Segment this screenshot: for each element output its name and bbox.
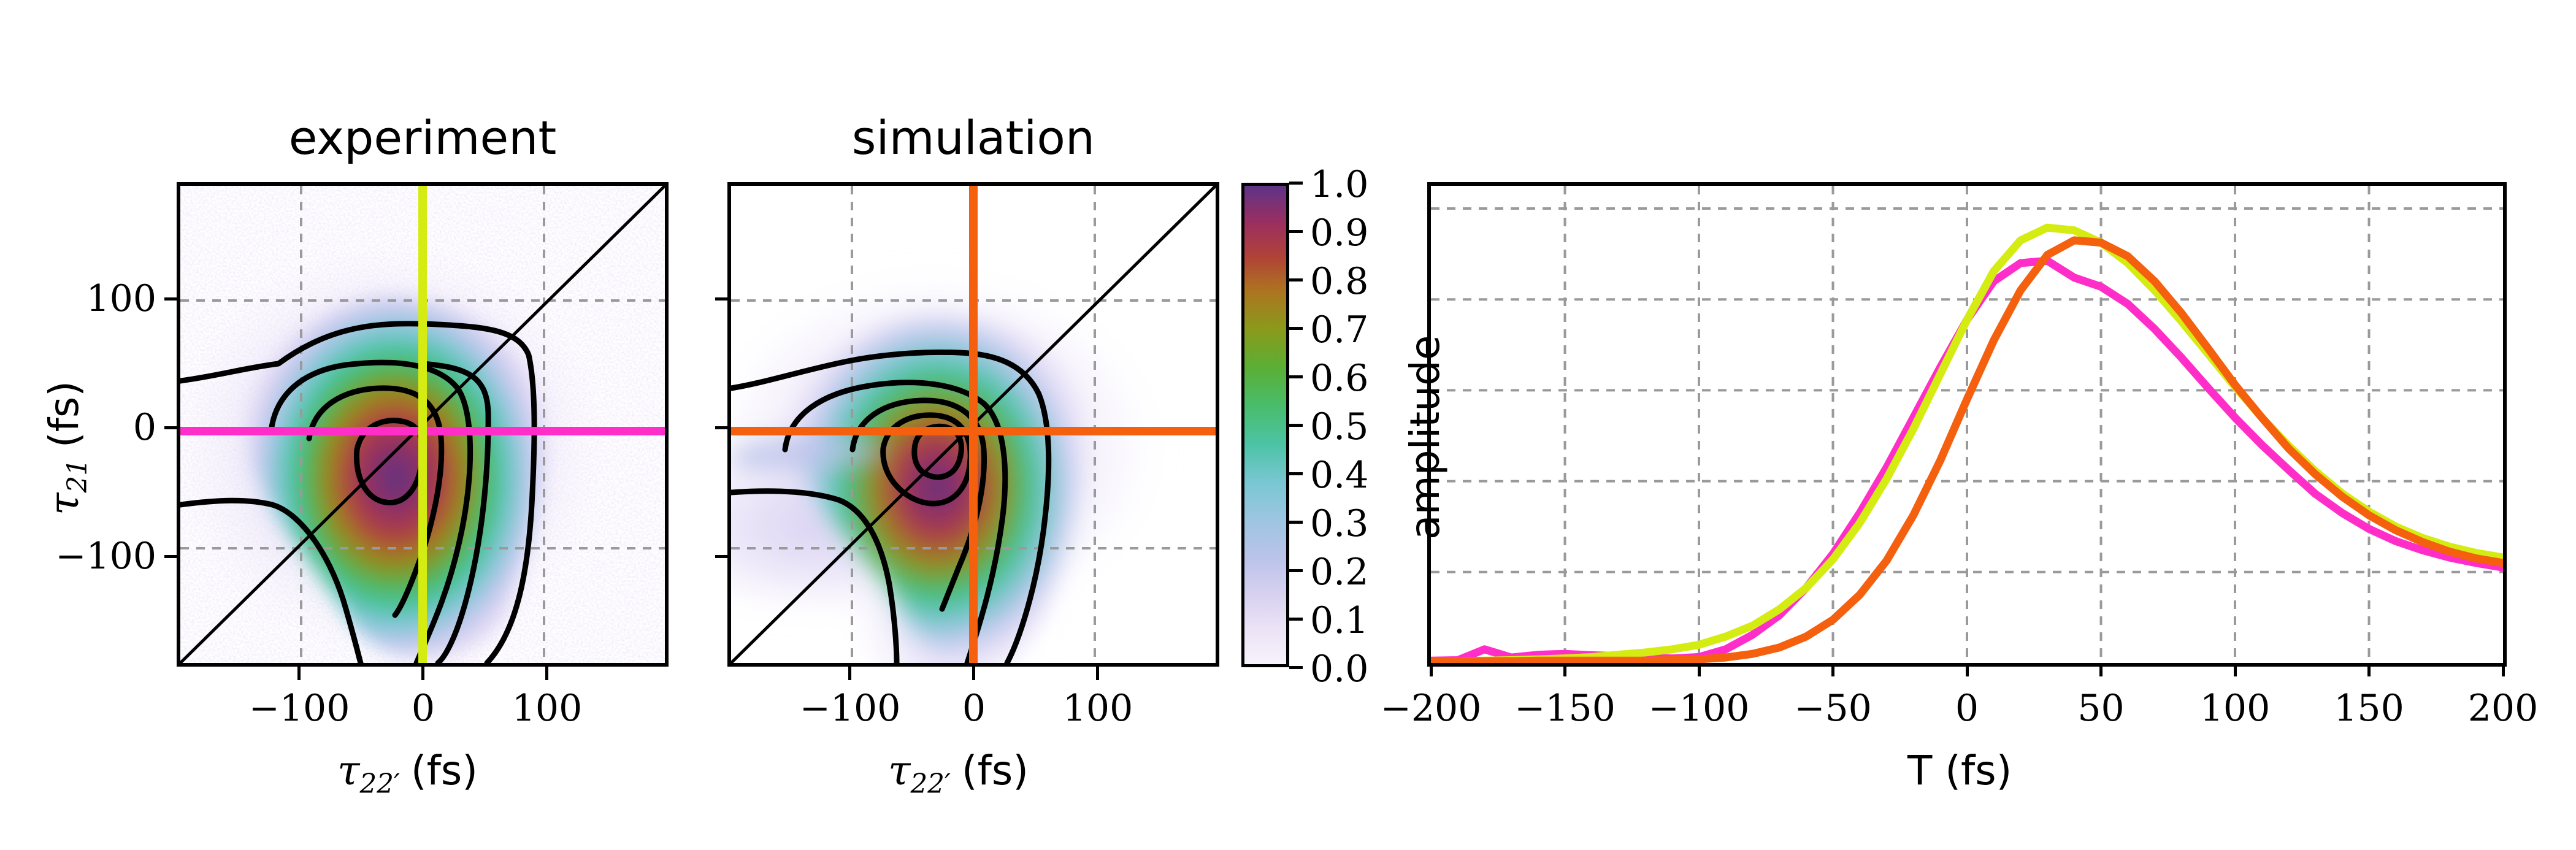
simulation-ytick-mark-100 <box>715 297 729 301</box>
experiment-xaxis-tau: τ <box>337 747 360 794</box>
colorbar-tick-label-0p7: 0.7 <box>1310 308 1369 351</box>
lineplot-xaxis-label: T (fs) <box>1907 747 2012 794</box>
colorbar-tick-label-0p8: 0.8 <box>1310 260 1369 303</box>
lineplot-xtick-label--150: −150 <box>1514 687 1616 730</box>
experiment-xtick-label-m100: −100 <box>248 687 350 730</box>
experiment-ytick-mark-0 <box>164 426 178 429</box>
lineplot-series-orange <box>1431 236 2503 663</box>
lineplot-xtick-label-0: 0 <box>1955 687 1979 730</box>
experiment-yaxis-subscript: 21 <box>63 459 94 493</box>
experiment-ytick-mark-100 <box>164 297 178 301</box>
colorbar-tick-mark-0p9 <box>1289 229 1303 233</box>
amplitude-vs-T-plot-panel <box>1427 182 2507 667</box>
lineplot-xtick-mark-0 <box>1965 663 1969 676</box>
colorbar-tick-mark-0p2 <box>1289 569 1303 572</box>
lineplot-xtick-mark-100 <box>2233 663 2237 676</box>
colorbar-tick-label-0p4: 0.4 <box>1310 454 1369 497</box>
simulation-ytick-mark-0 <box>715 426 729 429</box>
simulation-xtick-mark-0 <box>972 667 975 680</box>
lineplot-xtick-mark--200 <box>1429 663 1433 676</box>
lineplot-xtick-label-100: 100 <box>2199 687 2271 730</box>
simulation-signal-blob <box>731 317 1078 657</box>
lineplot-xtick-label-200: 200 <box>2467 687 2539 730</box>
lineplot-gridlines <box>1431 186 2503 663</box>
lineplot-series-group <box>1431 223 2503 663</box>
simulation-xtick-label-100: 100 <box>1062 687 1133 730</box>
experiment-xtick-label-0: 0 <box>411 687 435 730</box>
lineplot-xtick-label--50: −50 <box>1794 687 1872 730</box>
amplitude-lineplot-svg <box>1431 186 2503 663</box>
colorbar-tick-mark-0p5 <box>1289 423 1303 427</box>
experiment-ytick-label-0: 0 <box>132 406 156 449</box>
lineplot-xtick-label--200: −200 <box>1380 687 1482 730</box>
lineplot-xtick-label-50: 50 <box>2077 687 2125 730</box>
experiment-contour-lines <box>180 321 537 663</box>
lineplot-yaxis-label: amplitude <box>1401 335 1449 540</box>
colorbar-tick-mark-1 <box>1289 181 1303 185</box>
lineplot-xtick-mark--50 <box>1831 663 1834 676</box>
experiment-xaxis-unit: (fs) <box>410 747 478 794</box>
simulation-xaxis-unit: (fs) <box>961 747 1029 794</box>
lineplot-xtick-mark-200 <box>2501 663 2505 676</box>
lineplot-xtick-label-150: 150 <box>2334 687 2404 730</box>
lineplot-xtick-mark--100 <box>1697 663 1701 676</box>
simulation-contour-lines <box>731 349 1052 663</box>
experiment-xtick-mark-100 <box>545 667 548 680</box>
experiment-xaxis-subscript: 22′ <box>359 769 400 800</box>
experiment-yaxis-unit: (fs) <box>40 380 88 448</box>
experiment-xaxis-label: τ22′ (fs) <box>337 747 478 800</box>
simulation-xtick-mark-m100 <box>848 667 851 680</box>
colorbar-tick-mark-0p8 <box>1289 278 1303 281</box>
colorbar-tick-mark-0p1 <box>1289 617 1303 621</box>
experiment-yaxis-tau: τ <box>40 492 88 515</box>
colorbar-tick-label-0p2: 0.2 <box>1310 551 1369 594</box>
simulation-xaxis-label: τ22′ (fs) <box>888 747 1029 800</box>
simulation-xaxis-tau: τ <box>888 747 911 794</box>
experiment-xtick-label-100: 100 <box>512 687 583 730</box>
colorbar-tick-label-0p3: 0.3 <box>1310 502 1369 545</box>
experiment-ytick-label-100: 100 <box>86 277 156 320</box>
simulation-contour-panel <box>727 182 1219 667</box>
experiment-xtick-mark-0 <box>421 667 424 680</box>
colorbar-tick-mark-0 <box>1289 665 1303 669</box>
experiment-yaxis-label: τ21 (fs) <box>40 381 93 515</box>
colorbar-tick-mark-0p3 <box>1289 520 1303 524</box>
simulation-xaxis-subscript: 22′ <box>910 769 951 800</box>
simulation-plot-svg <box>731 186 1216 663</box>
simulation-xtick-label-0: 0 <box>962 687 986 730</box>
simulation-xtick-label-m100: −100 <box>799 687 901 730</box>
experiment-xtick-mark-m100 <box>297 667 301 680</box>
experiment-plot-svg <box>180 186 665 663</box>
colorbar-tick-label-0p1: 0.1 <box>1310 599 1369 642</box>
lineplot-xtick-mark-50 <box>2099 663 2103 676</box>
lineplot-xtick-mark--150 <box>1563 663 1566 676</box>
simulation-ytick-mark-m100 <box>715 555 729 558</box>
colorbar-tick-label-1: 1.0 <box>1310 163 1369 206</box>
experiment-ytick-label-m100: −100 <box>55 535 156 578</box>
lineplot-xtick-mark-150 <box>2367 663 2371 676</box>
colorbar-tick-mark-0p7 <box>1289 326 1303 330</box>
colorbar-tick-label-0p9: 0.9 <box>1310 212 1369 255</box>
colorbar-tick-mark-0p4 <box>1289 472 1303 475</box>
colorbar-tick-label-0: 0.0 <box>1310 648 1369 691</box>
simulation-xtick-mark-100 <box>1096 667 1099 680</box>
experiment-ytick-mark-m100 <box>164 555 178 558</box>
simulation-panel-title: simulation <box>851 110 1095 165</box>
colorbar-tick-label-0p5: 0.5 <box>1310 405 1369 448</box>
amplitude-colorbar <box>1241 183 1289 667</box>
experiment-panel-title: experiment <box>288 110 557 165</box>
lineplot-xtick-label--100: −100 <box>1648 687 1750 730</box>
colorbar-tick-label-0p6: 0.6 <box>1310 357 1369 400</box>
colorbar-tick-mark-0p6 <box>1289 375 1303 378</box>
experiment-contour-panel <box>177 182 669 667</box>
experiment-signal-blob <box>250 296 542 659</box>
